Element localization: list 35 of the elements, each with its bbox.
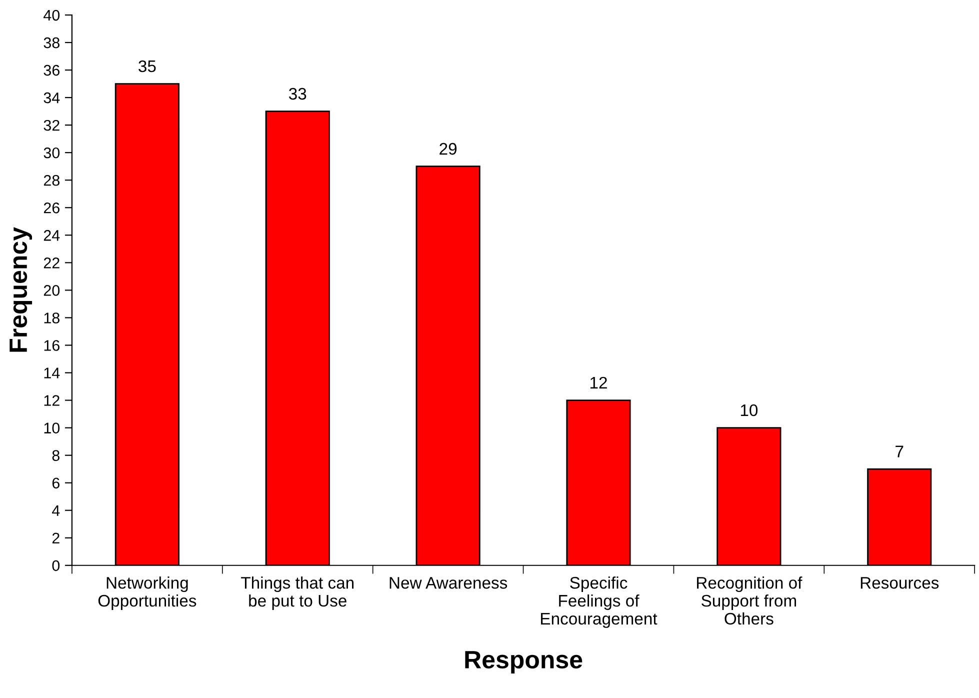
y-tick-label: 16 [44,340,60,351]
y-tick-label: 2 [52,532,60,544]
x-axis-title: Response [465,651,582,674]
y-tick-label: 28 [44,174,60,186]
x-tick-label: New Awareness [390,577,508,589]
y-tick-label: 12 [44,395,60,406]
y-tick-label: 36 [44,64,60,76]
y-tick-label: 20 [44,285,60,296]
x-tick-label: Things that can be put to Use [241,576,354,610]
x-tick-label: Specific Feelings of Encouragement [541,576,658,628]
y-tick-label: 32 [44,120,60,131]
y-tick-label: 38 [44,37,60,48]
data-label: 33 [288,88,306,100]
data-label: 29 [440,142,457,155]
y-tick-label: 4 [52,505,60,516]
x-tick-label: Recognition of Support from Others [697,576,802,625]
data-label: 35 [138,60,156,72]
y-tick-label: 6 [52,478,60,489]
y-tick-label: 0 [52,560,60,572]
y-tick-label: 24 [44,230,60,241]
y-tick-label: 18 [44,312,60,324]
data-label: 12 [590,376,607,388]
x-tick-label: Networking Opportunities [98,576,196,610]
data-label: 10 [740,404,758,416]
y-tick-label: 22 [44,258,60,268]
y-tick-label: 34 [44,92,60,104]
y-tick-label: 30 [44,147,60,158]
y-axis-title: Frequency [10,227,32,352]
data-label: 7 [896,446,904,458]
y-tick-label: 40 [44,10,60,21]
y-tick-label: 10 [44,422,60,434]
y-tick-label: 8 [52,450,60,461]
y-tick-label: 26 [44,202,60,214]
x-tick-label: Resources [860,577,939,589]
y-tick-label: 14 [44,368,60,378]
